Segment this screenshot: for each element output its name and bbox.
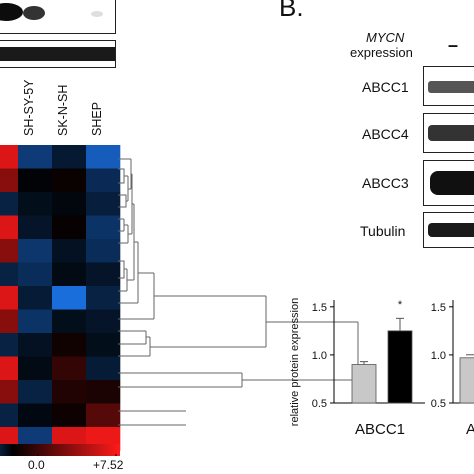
blot-band — [428, 81, 474, 93]
loading-control-blot — [0, 40, 116, 68]
heatmap-cell — [86, 215, 121, 240]
heatmap-cell — [18, 309, 53, 334]
abcc4-blot — [423, 113, 474, 153]
blot-label-tubulin: Tubulin — [360, 223, 406, 239]
heatmap-cell — [18, 333, 53, 357]
heatmap-cell — [18, 262, 53, 287]
heatmap-cell — [18, 215, 53, 240]
bar — [459, 357, 474, 404]
heatmap-cell-clipped — [0, 286, 18, 310]
column-label-shep: SHEP — [90, 101, 104, 136]
x-axis-label-clipped: A — [466, 421, 474, 438]
y-tick-label: 1.5 — [431, 302, 446, 314]
heatmap-cell — [18, 403, 53, 428]
y-tick-label: 1.5 — [312, 302, 327, 314]
blot-band — [428, 125, 474, 141]
column-label-sk-n-sh: SK-N-SH — [56, 84, 70, 136]
blot-label-abcc4: ABCC4 — [362, 126, 409, 142]
heatmap-cell — [52, 215, 87, 240]
blot-band — [428, 223, 474, 237]
heatmap-cell-clipped — [0, 192, 18, 216]
heatmap-cell — [18, 168, 53, 193]
bar — [387, 330, 413, 404]
panel-b-label: B. — [279, 0, 304, 22]
heatmap-cell — [86, 380, 121, 404]
heatmap-cell-clipped — [0, 239, 18, 263]
heatmap-cell — [52, 145, 87, 169]
heatmap-cell — [18, 380, 53, 404]
dendrogram-branches — [118, 158, 359, 426]
heatmap-cell-clipped — [0, 168, 18, 193]
heatmap-cell — [86, 262, 121, 287]
abcc1-blot — [423, 66, 474, 106]
color-scale-bar — [0, 444, 120, 456]
mycn-gene-label: MYCN — [366, 30, 405, 45]
mycn-minus-condition: – — [448, 35, 459, 55]
heatmap-cell — [86, 309, 121, 334]
heatmap-cell — [52, 356, 87, 381]
blot-label-abcc1: ABCC1 — [362, 79, 409, 95]
blot-band — [0, 3, 23, 21]
heatmap-cell-clipped — [0, 356, 18, 381]
y-tick-label: 1.0 — [431, 350, 446, 362]
heatmap-cell — [18, 192, 53, 216]
heatmap-cell — [86, 286, 121, 310]
heatmap-cell — [86, 145, 121, 169]
heatmap-cell-clipped — [0, 333, 18, 357]
heatmap-cell — [18, 239, 53, 263]
bar — [351, 364, 377, 404]
significance-marker: * — [398, 299, 403, 311]
heatmap-cell — [52, 239, 87, 263]
blot-band — [91, 11, 103, 17]
heatmap-cell — [86, 333, 121, 357]
heatmap-cell — [86, 356, 121, 381]
y-axis-label: relative protein expression — [289, 298, 301, 426]
heatmap-cell — [52, 309, 87, 334]
y-tick-label: 0.5 — [312, 398, 327, 410]
heatmap-cell — [18, 356, 53, 381]
scale-label-mid: 0.0 — [28, 458, 45, 472]
heatmap-cell — [52, 262, 87, 287]
heatmap-cell — [18, 286, 53, 310]
top-western-blot — [0, 0, 116, 34]
heatmap-cell — [86, 239, 121, 263]
heatmap-cell — [52, 333, 87, 357]
heatmap-cell — [52, 380, 87, 404]
heatmap-cell-clipped — [0, 262, 18, 287]
heatmap-cell-clipped — [0, 403, 18, 428]
x-axis-label: ABCC1 — [355, 421, 405, 438]
blot-label-abcc3: ABCC3 — [362, 175, 409, 191]
heatmap-cell — [52, 168, 87, 193]
color-scale-gradient — [0, 444, 120, 456]
heatmap-cell-clipped — [0, 309, 18, 334]
tubulin-blot — [423, 212, 474, 248]
column-label-sh-sy-5y: SH-SY-5Y — [22, 79, 36, 136]
abcc3-blot — [423, 160, 474, 206]
expression-label: expression — [350, 45, 413, 60]
abcc1-bar-chart: relative protein expression 0.51.01.5 * … — [289, 298, 474, 438]
heatmap-cell-clipped — [0, 145, 18, 169]
scale-label-max: +7.52 — [93, 458, 124, 472]
heatmap-cell-clipped — [0, 380, 18, 404]
blot-band — [23, 6, 45, 20]
heatmap-cell — [86, 168, 121, 193]
heatmap-cell — [52, 403, 87, 428]
heatmap-cell — [86, 403, 121, 428]
y-tick-label: 0.5 — [431, 398, 446, 410]
heatmap-cell — [52, 192, 87, 216]
heatmap-cell — [86, 192, 121, 216]
heatmap-cell-clipped — [0, 215, 18, 240]
y-tick-label: 1.0 — [312, 350, 327, 362]
blot-band — [430, 171, 474, 195]
dendrogram — [118, 158, 359, 426]
blot-band — [0, 47, 115, 61]
heatmap-cell — [52, 286, 87, 310]
heatmap — [0, 145, 121, 451]
heatmap-cell — [18, 145, 53, 169]
